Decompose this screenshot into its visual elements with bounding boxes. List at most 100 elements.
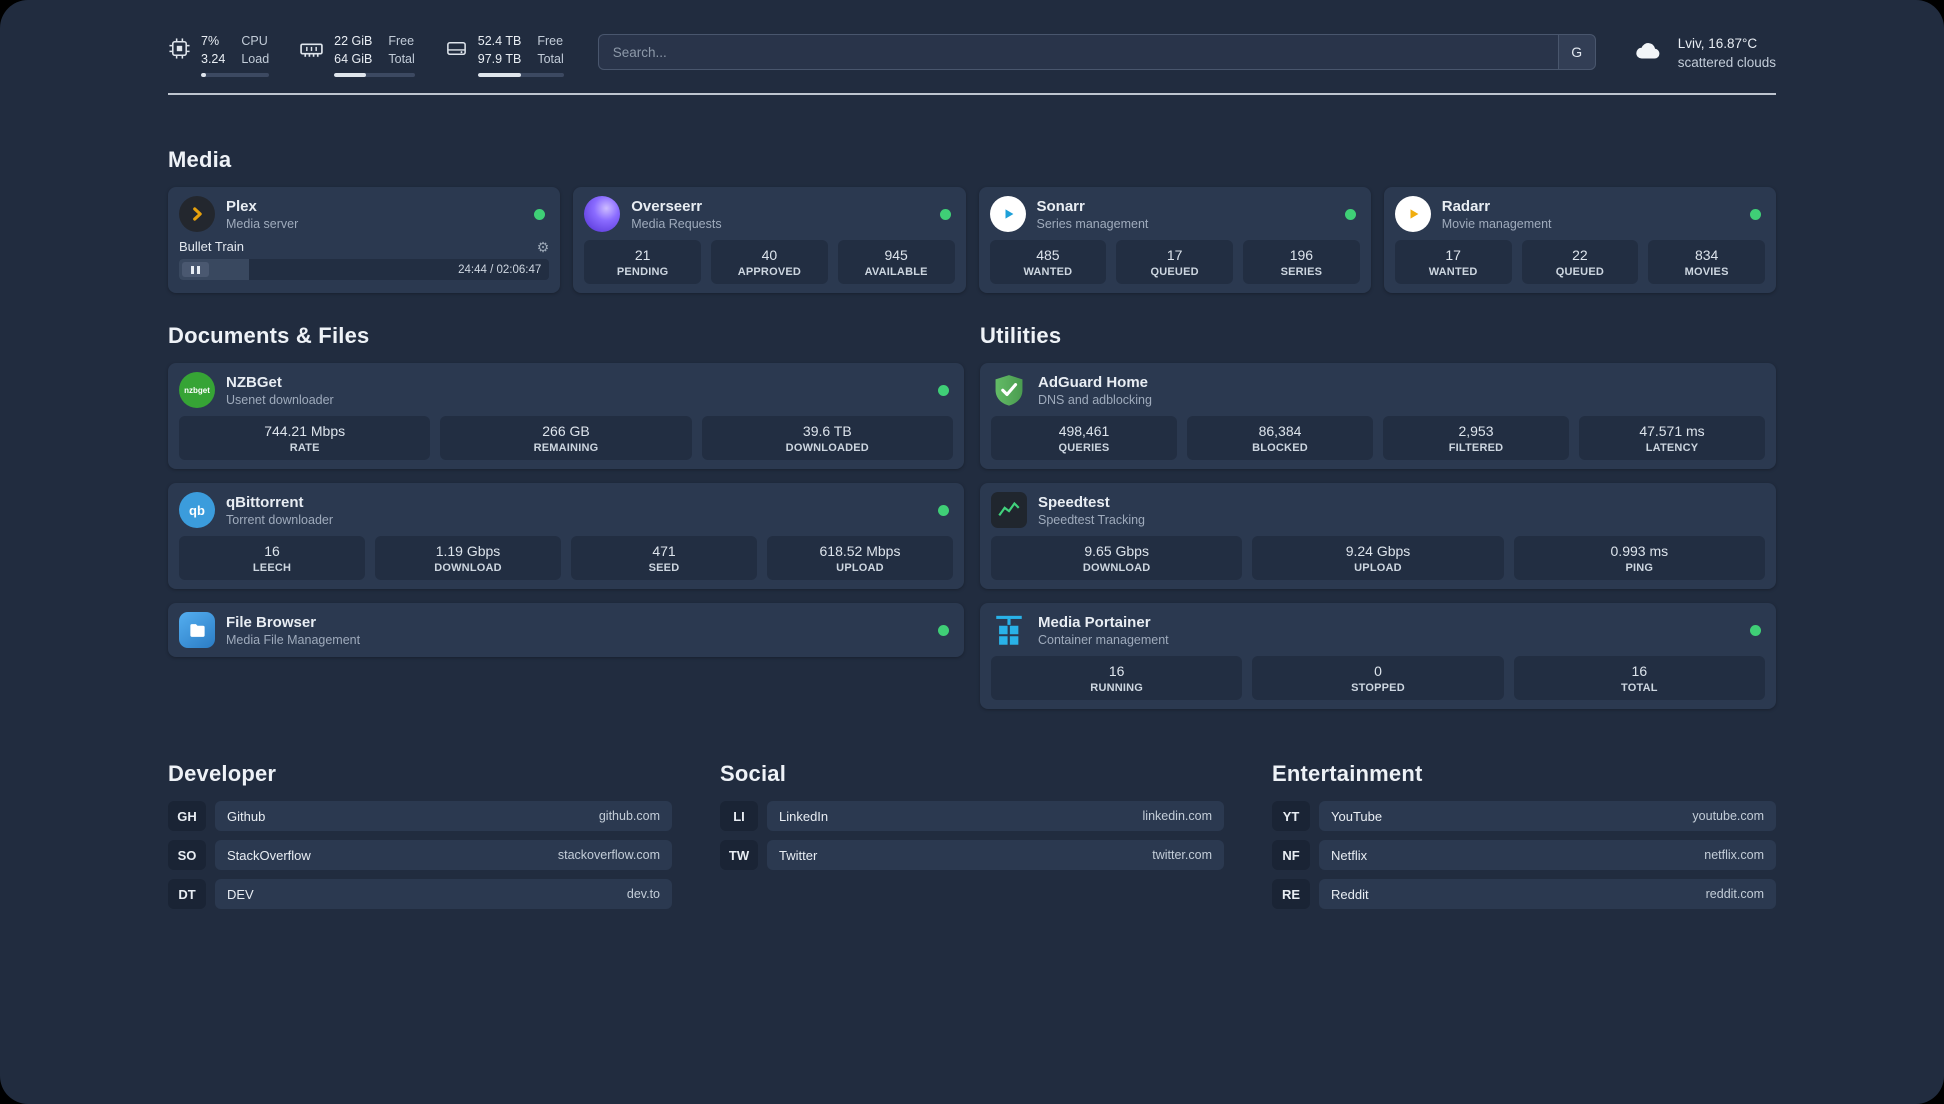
app-name: Speedtest: [1038, 493, 1110, 511]
disk-total-label: Total: [537, 51, 564, 66]
app-name: Sonarr: [1036, 197, 1085, 215]
cpu-load-value: 3.24: [201, 51, 226, 66]
qbittorrent-icon: qb: [179, 492, 215, 529]
app-name: Overseerr: [631, 197, 703, 215]
section-title-developer: Developer: [168, 761, 277, 787]
speedtest-icon: [991, 492, 1027, 529]
section-title-utilities: Utilities: [980, 323, 1062, 349]
app-subtitle: Media server: [226, 216, 299, 231]
weather-widget: Lviv, 16.87°C scattered clouds: [1630, 34, 1776, 72]
now-playing-title: Bullet Train: [179, 239, 245, 255]
adguard-icon: [991, 372, 1027, 408]
cloud-icon: [1630, 36, 1666, 71]
bookmark-link-stackoverflow[interactable]: StackOverflow stackoverflow.com: [215, 840, 672, 871]
bookmark-link-dev[interactable]: DEV dev.to: [215, 879, 672, 910]
bookmark-netflix: NF Netflix netflix.com: [1272, 840, 1776, 871]
disk-free-value: 52.4 TB: [477, 34, 522, 48]
app-card-filebrowser[interactable]: File Browser Media File Management: [168, 603, 964, 658]
stat-ping: 0.993 ms PING: [1513, 536, 1765, 581]
disk-usage-bar: [477, 73, 564, 78]
status-dot: [1344, 208, 1356, 220]
app-card-speedtest[interactable]: Speedtest Speedtest Tracking 9.65 Gbps D…: [980, 483, 1776, 590]
bookmark-link-netflix[interactable]: Netflix netflix.com: [1319, 840, 1776, 871]
ram-usage-bar: [334, 73, 415, 78]
cpu-metric: 7% 3.24 CPU Load: [168, 34, 270, 78]
stat-download: 1.19 Gbps DOWNLOAD: [375, 536, 561, 581]
stat-total: 16 TOTAL: [1513, 656, 1765, 701]
reddit-icon: RE: [1272, 879, 1310, 910]
stat-downloaded: 39.6 TB DOWNLOADED: [701, 416, 953, 461]
bookmark-github: GH Github github.com: [168, 801, 672, 832]
stat-series: 196 SERIES: [1243, 240, 1360, 285]
dev-icon: DT: [168, 879, 206, 910]
ram-free-label: Free: [388, 34, 415, 48]
app-card-plex[interactable]: Plex Media server Bullet Train ⚙ 24:44 /…: [168, 187, 561, 294]
search-input[interactable]: [597, 34, 1558, 70]
bookmark-reddit: RE Reddit reddit.com: [1272, 879, 1776, 910]
bookmark-link-twitter[interactable]: Twitter twitter.com: [767, 840, 1224, 871]
search-engine-button[interactable]: G: [1557, 34, 1596, 70]
nzbget-icon: nzbget: [179, 372, 215, 409]
app-subtitle: Movie management: [1441, 216, 1552, 231]
bookmark-link-reddit[interactable]: Reddit reddit.com: [1319, 879, 1776, 910]
plex-icon: [179, 196, 215, 233]
app-name: qBittorrent: [226, 493, 304, 511]
bookmark-link-linkedin[interactable]: LinkedIn linkedin.com: [767, 801, 1224, 832]
bookmark-link-github[interactable]: Github github.com: [215, 801, 672, 832]
sonarr-icon: [989, 196, 1026, 233]
bookmark-youtube: YT YouTube youtube.com: [1272, 801, 1776, 832]
top-bar: 7% 3.24 CPU Load: [168, 0, 1776, 78]
stat-latency: 47.571 ms LATENCY: [1579, 416, 1765, 461]
stat-movies: 834 MOVIES: [1648, 240, 1765, 285]
stat-blocked: 86,384 BLOCKED: [1187, 416, 1373, 461]
section-entertainment: Entertainment YT YouTube youtube.com NF …: [1272, 761, 1776, 918]
app-card-adguard[interactable]: AdGuard Home DNS and adblocking 498,461 …: [980, 363, 1776, 470]
stackoverflow-icon: SO: [168, 840, 206, 871]
bookmark-link-youtube[interactable]: YouTube youtube.com: [1319, 801, 1776, 832]
netflix-icon: NF: [1272, 840, 1310, 871]
app-name: File Browser: [226, 613, 317, 631]
status-dot: [938, 384, 949, 396]
app-name: Plex: [226, 197, 257, 215]
app-subtitle: Container management: [1038, 632, 1169, 647]
status-dot: [938, 624, 949, 636]
section-social: Social LI LinkedIn linkedin.com TW Twitt…: [720, 761, 1224, 918]
pause-button[interactable]: [182, 262, 209, 278]
stat-queued: 22 QUEUED: [1521, 240, 1639, 285]
cpu-usage-bar: [201, 73, 270, 78]
stat-upload: 9.24 Gbps UPLOAD: [1252, 536, 1504, 581]
section-title-media: Media: [168, 147, 232, 173]
status-dot: [938, 504, 949, 516]
app-name: AdGuard Home: [1038, 373, 1149, 391]
stat-filtered: 2,953 FILTERED: [1383, 416, 1569, 461]
cpu-chip-icon: [168, 37, 191, 77]
settings-gear-icon[interactable]: ⚙: [536, 238, 550, 255]
app-subtitle: Media File Management: [226, 632, 361, 647]
app-card-nzbget[interactable]: nzbget NZBGet Usenet downloader 744.21 M…: [168, 363, 964, 470]
app-card-radarr[interactable]: Radarr Movie management 17 WANTED 22 QUE…: [1383, 187, 1776, 294]
twitter-icon: TW: [720, 840, 758, 871]
section-title-entertainment: Entertainment: [1272, 761, 1423, 787]
app-name: Media Portainer: [1038, 613, 1151, 631]
stat-queued: 17 QUEUED: [1116, 240, 1233, 285]
disk-icon: [445, 37, 468, 77]
app-card-qbittorrent[interactable]: qb qBittorrent Torrent downloader 16 LEE…: [168, 483, 964, 590]
stat-wanted: 485 WANTED: [989, 240, 1107, 285]
linkedin-icon: LI: [720, 801, 758, 832]
stat-stopped: 0 STOPPED: [1252, 656, 1504, 701]
playback-time: 24:44 / 02:06:47: [458, 263, 542, 276]
disk-total-value: 97.9 TB: [477, 51, 522, 66]
app-card-overseerr[interactable]: Overseerr Media Requests 21 PENDING 40 A…: [573, 187, 966, 294]
app-card-portainer[interactable]: Media Portainer Container management 16 …: [980, 603, 1776, 710]
disk-free-label: Free: [537, 34, 564, 48]
app-subtitle: DNS and adblocking: [1038, 392, 1152, 407]
app-name: NZBGet: [226, 373, 282, 391]
status-dot: [534, 208, 546, 220]
stat-seed: 471 SEED: [571, 536, 757, 581]
stat-wanted: 17 WANTED: [1394, 240, 1512, 285]
stat-available: 945 AVAILABLE: [837, 240, 955, 285]
app-card-sonarr[interactable]: Sonarr Series management 485 WANTED 17 Q…: [978, 187, 1371, 294]
plex-progress-bar[interactable]: 24:44 / 02:06:47: [179, 259, 550, 281]
disk-metric: 52.4 TB 97.9 TB Free Total: [445, 34, 564, 78]
